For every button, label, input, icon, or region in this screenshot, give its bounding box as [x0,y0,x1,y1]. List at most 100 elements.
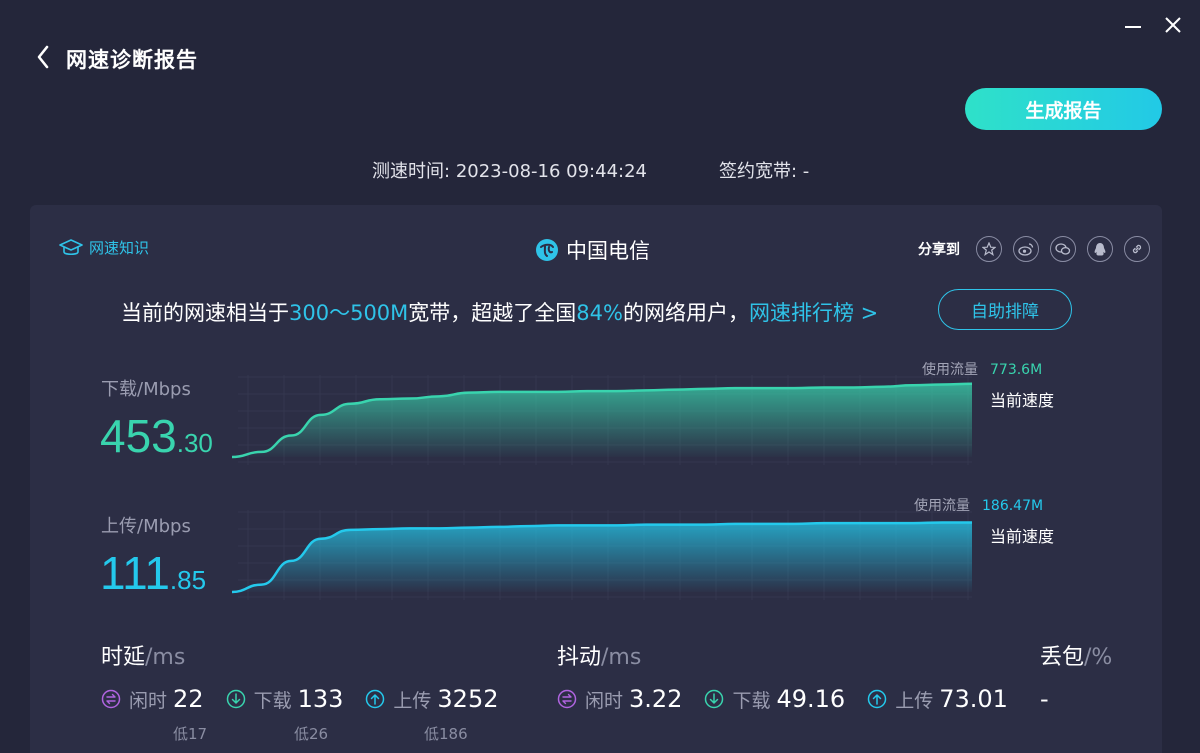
share-bar: 分享到 [918,236,1150,262]
download-chart-area [232,383,972,457]
packet-loss-row: - [1040,685,1049,713]
speed-knowledge-link[interactable]: 网速知识 [59,237,149,258]
upload-arrow-icon [867,689,887,709]
latency-row: 闲时 22 下载 133 上传 3252 [101,685,520,713]
weibo-icon [1018,243,1034,256]
latency-title: 时延/ms [101,639,185,671]
download-speed-dec: .30 [176,428,213,458]
self-troubleshoot-button[interactable]: 自助排障 [938,289,1072,330]
graduation-cap-icon [59,238,83,255]
share-weibo-button[interactable] [1013,236,1039,262]
close-button[interactable] [1162,14,1184,36]
latency-idle-value: 22 [173,685,204,713]
upload-current-label: 当前速度 [990,527,1055,546]
speed-knowledge-label: 网速知识 [89,239,150,257]
idle-swap-icon [557,689,577,709]
broadband: 签约宽带: - [719,157,809,183]
download-arrow-icon [226,689,245,709]
share-qq-button[interactable] [1087,236,1113,262]
wechat-icon [1055,243,1071,255]
jitter-title: 抖动/ms [557,639,641,671]
close-icon [1165,17,1181,33]
speed-summary: 当前的网速相当于300～500M宽带，超越了全国84%的网络用户，网速排行榜 > [121,297,878,327]
jitter-title-text: 抖动 [557,645,602,670]
china-telecom-logo-icon [536,239,558,261]
download-usage: 使用流量 773.6M [922,359,1042,379]
page-title: 网速诊断报告 [66,48,198,72]
latency-download-value: 133 [297,685,344,713]
download-speed-int: 453 [100,410,177,462]
summary-percent: 84% [576,301,623,325]
download-arrow-icon [705,689,724,709]
download-usage-value: 773.6M [990,362,1043,378]
report-card: 网速知识 中国电信 分享到 当前的网速相当于300～500M宽带，超越了全国84… [30,205,1162,753]
jitter-row: 闲时 3.22 下载 49.16 上传 73.01 [557,685,1030,713]
link-icon [1132,244,1142,254]
upload-chart-line [232,521,972,594]
minimize-icon [1125,26,1141,28]
upload-arrow-icon [366,689,385,709]
download-usage-label: 使用流量 [922,362,978,378]
upload-speed-int: 111 [100,547,170,599]
back-chevron-icon[interactable] [34,43,54,71]
share-wechat-button[interactable] [1050,236,1076,262]
packet-loss-title: 丢包/% [1040,639,1112,671]
latency-idle: 闲时 22 [101,685,204,713]
jitter-download-label: 下载 [732,689,771,712]
qzone-icon [982,242,996,256]
broadband-label: 签约宽带: [718,161,798,182]
latency-upload: 上传 3252 [365,685,498,713]
share-link-button[interactable] [1124,236,1150,262]
latency-idle-low: 低17 [173,725,208,743]
upload-speed-chart [232,510,972,600]
upload-speed: 111.85 [100,546,206,600]
packet-loss-value: - [1040,685,1049,713]
test-time-value: 2023-08-16 09:44:24 [455,161,647,182]
upload-label: 上传/Mbps [101,516,191,537]
latency-download-low: 低26 [294,725,329,743]
jitter-unit: /ms [601,645,642,670]
upload-usage-label: 使用流量 [914,498,970,514]
broadband-value: - [802,161,810,182]
latency-upload-label: 上传 [393,689,432,712]
jitter-idle-value: 3.22 [629,685,683,713]
share-qzone-button[interactable] [976,236,1002,262]
latency-idle-label: 闲时 [129,689,168,712]
test-meta: 测速时间: 2023-08-16 09:44:24 签约宽带: - [372,157,809,183]
latency-unit: /ms [145,645,186,670]
jitter-upload-label: 上传 [895,689,934,712]
latency-download: 下载 133 [226,685,344,713]
test-time-label: 测速时间: [372,161,451,182]
latency-download-label: 下载 [253,689,292,712]
isp: 中国电信 [536,235,650,265]
summary-mid: 宽带，超越了全国 [408,301,577,325]
isp-name: 中国电信 [566,239,650,263]
qq-icon [1094,242,1106,255]
speed-ranking-link[interactable]: 网速排行榜 > [748,301,879,325]
upload-chart-area [232,522,972,592]
summary-prefix: 当前的网速相当于 [121,301,289,325]
test-time: 测速时间: 2023-08-16 09:44:24 [372,157,647,183]
share-label: 分享到 [918,242,960,258]
download-speed-chart [232,375,973,465]
jitter-upload: 上传 73.01 [867,685,1008,713]
jitter-download-value: 49.16 [776,685,846,713]
idle-swap-icon [101,689,121,709]
download-speed: 453.30 [100,409,213,463]
download-chart-line [232,382,973,459]
window-controls [1122,14,1184,36]
packet-loss-unit: /% [1084,645,1113,670]
summary-suffix: 的网络用户， [622,301,749,325]
download-label: 下载/Mbps [101,379,191,400]
minimize-button[interactable] [1122,14,1144,36]
jitter-download: 下载 49.16 [704,685,845,713]
summary-range: 300～500M [289,301,409,325]
latency-title-text: 时延 [101,645,146,670]
generate-report-button[interactable]: 生成报告 [965,88,1162,130]
upload-speed-dec: .85 [169,565,207,595]
jitter-idle: 闲时 3.22 [557,685,682,713]
packet-loss-title-text: 丢包 [1040,645,1085,670]
latency-upload-value: 3252 [437,685,499,713]
upload-usage-value: 186.47M [982,498,1044,514]
upload-usage: 使用流量 186.47M [914,495,1043,515]
